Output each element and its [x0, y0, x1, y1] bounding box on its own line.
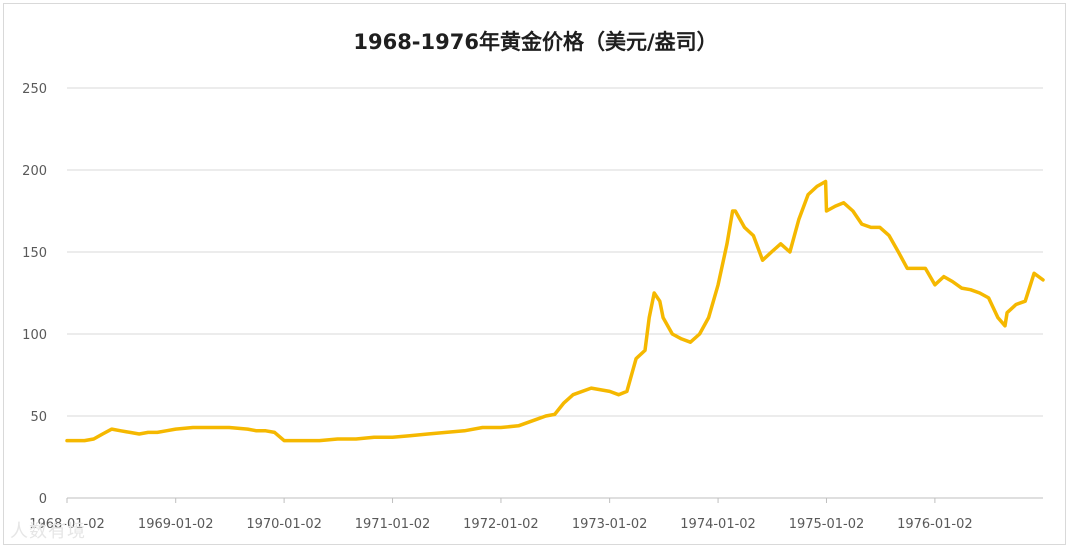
x-tick-label: 1975-01-02	[789, 517, 865, 532]
y-tick-label: 200	[22, 164, 47, 179]
gold-price-line	[65, 179, 1045, 443]
y-tick-label: 0	[39, 492, 47, 507]
x-tick-label: 1976-01-02	[897, 517, 973, 532]
x-tick-label: 1970-01-02	[246, 517, 322, 532]
y-tick-label: 150	[22, 246, 47, 261]
watermark-text: 人数有境	[10, 521, 86, 542]
x-tick-label: 1969-01-02	[138, 517, 214, 532]
x-tick-label: 1973-01-02	[572, 517, 648, 532]
y-tick-label: 50	[30, 410, 47, 425]
series-layer	[65, 179, 1045, 443]
chart-frame	[3, 3, 1066, 545]
y-tick-label: 100	[22, 328, 47, 343]
x-axis: 1968-01-02 1969-01-02 1970-01-02 1971-01-02…	[29, 497, 1043, 532]
x-tick-label: 1974-01-02	[680, 517, 756, 532]
x-tick-label: 1968-01-02	[29, 517, 105, 532]
x-tick-label: 1972-01-02	[463, 517, 539, 532]
gridlines	[67, 87, 1043, 417]
y-axis: 0 50 100 150 200 250	[22, 82, 47, 507]
chart-title: 1968-1976年黄金价格（美元/盎司）	[353, 30, 718, 54]
y-tick-label: 250	[22, 82, 47, 97]
x-tick-label: 1971-01-02	[355, 517, 431, 532]
